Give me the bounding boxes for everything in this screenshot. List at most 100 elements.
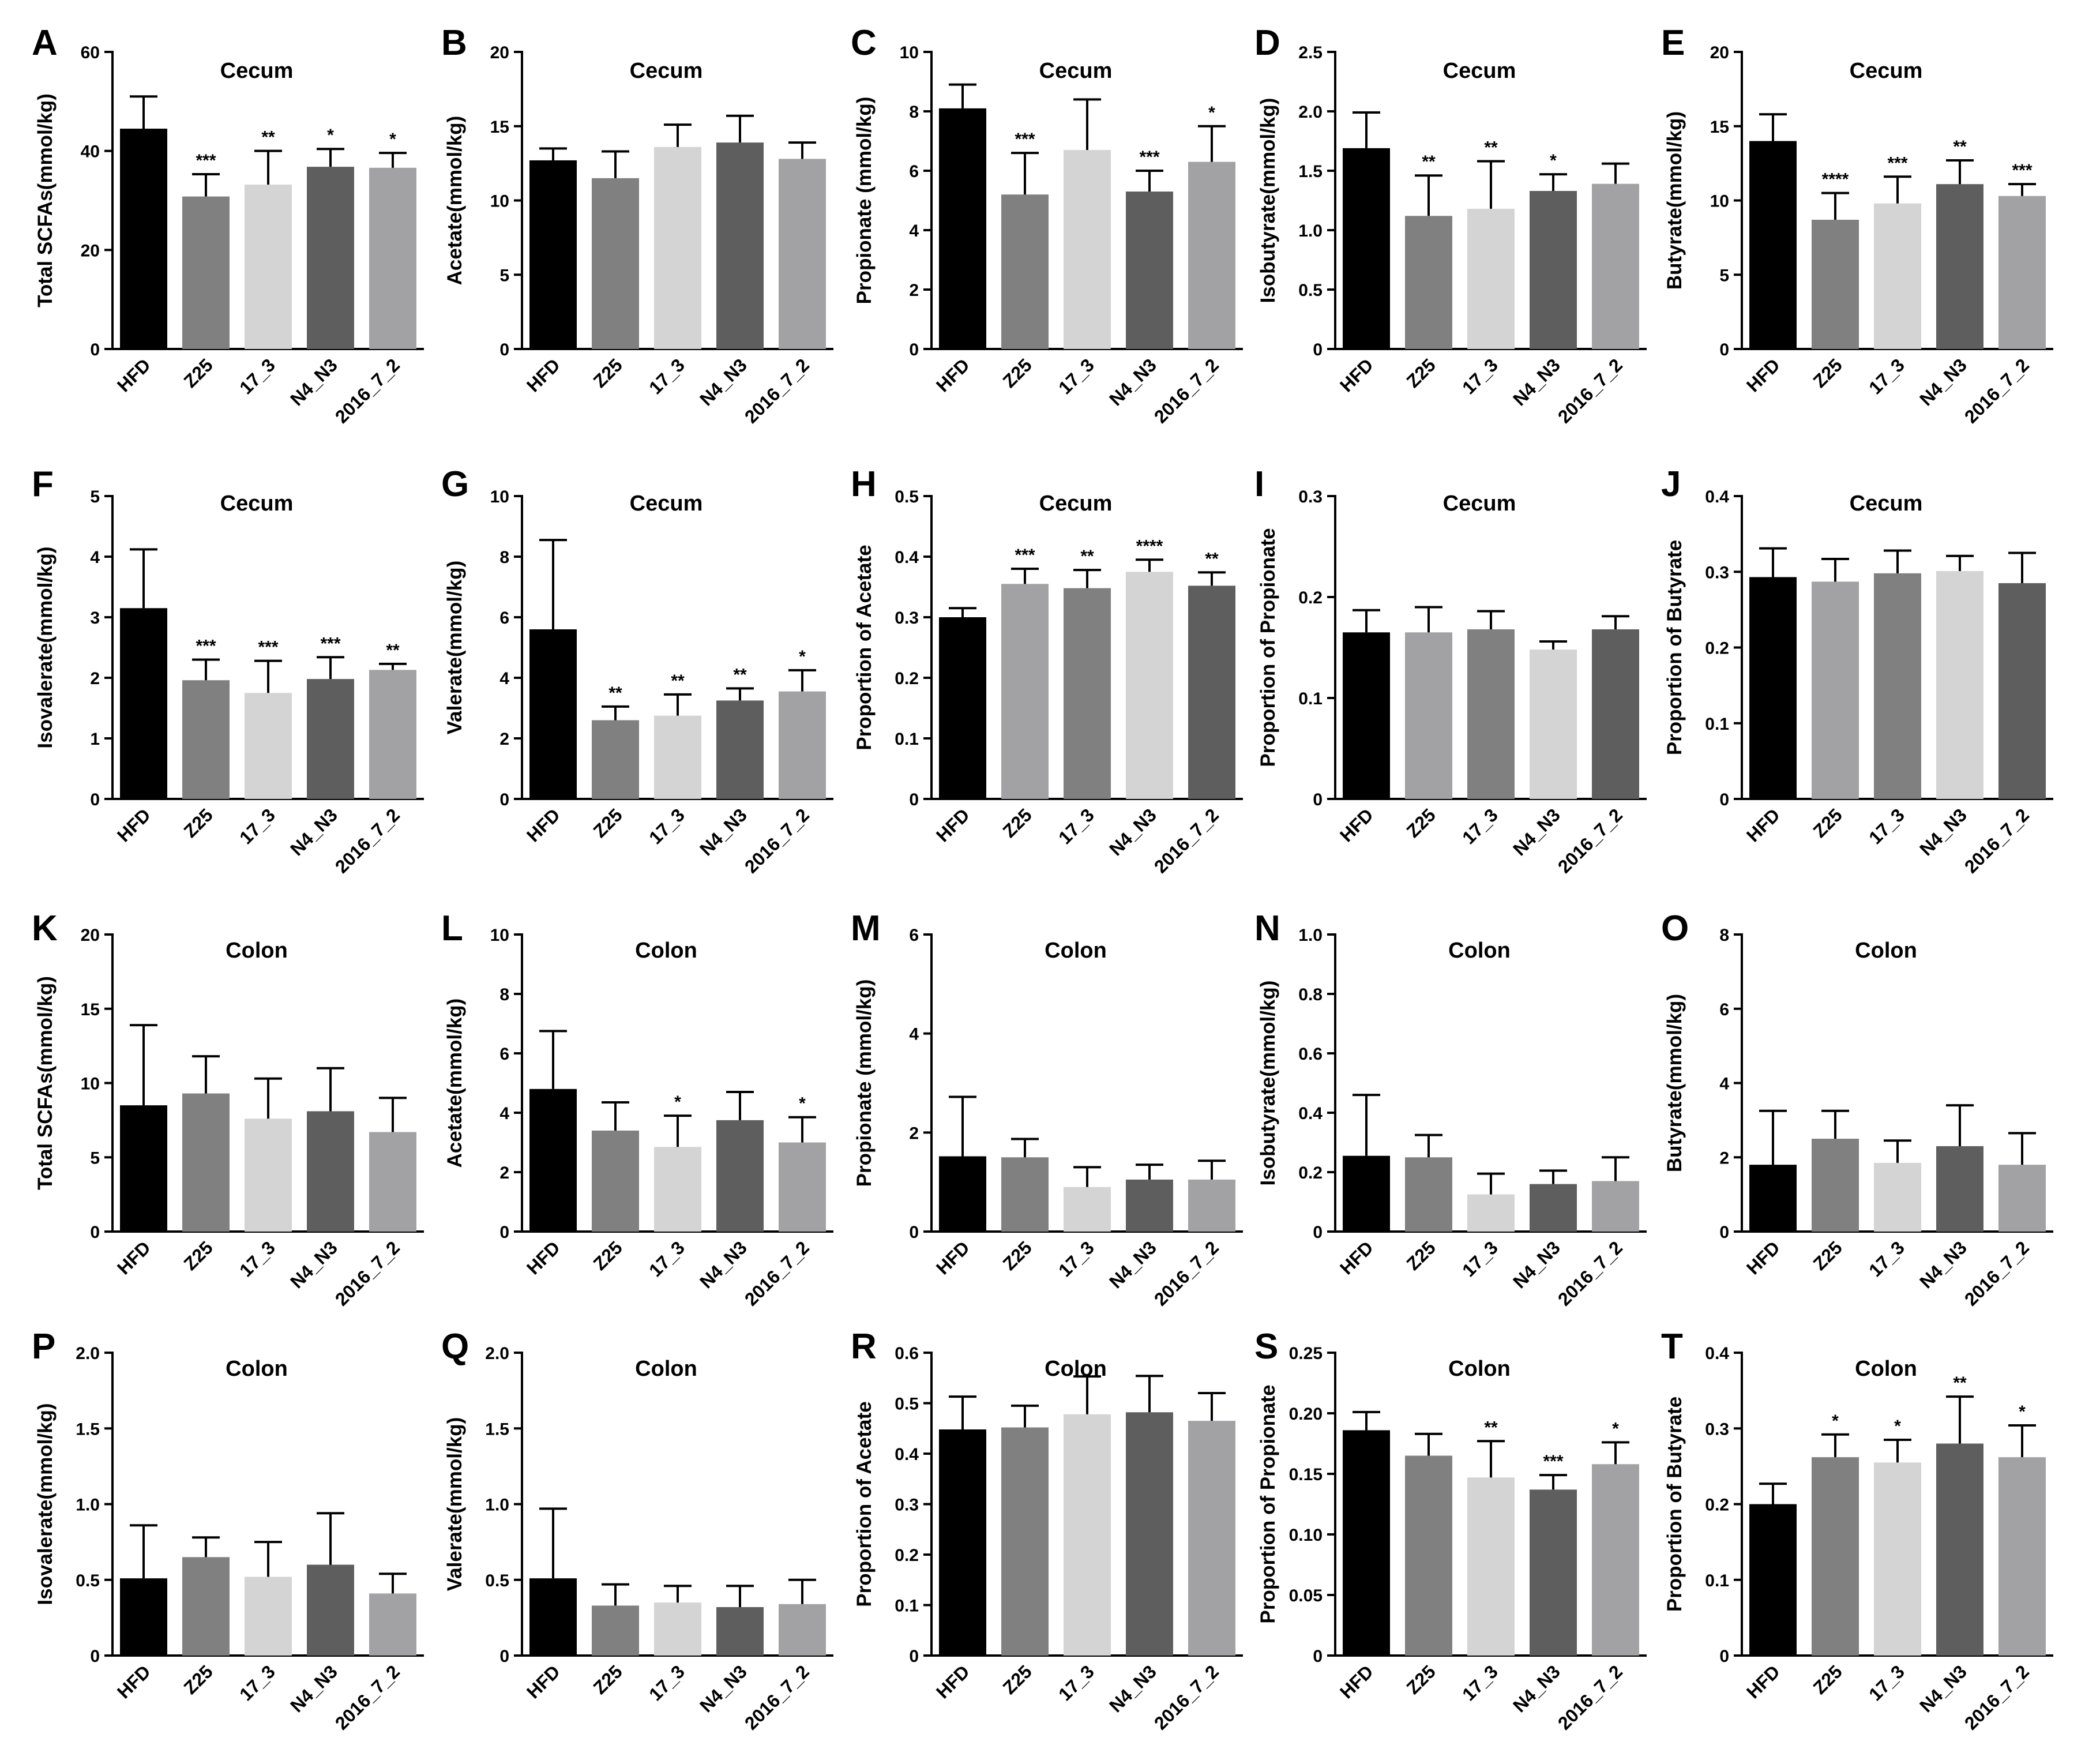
bar-n-0 bbox=[1343, 1155, 1390, 1232]
bar-o-0 bbox=[1749, 1165, 1797, 1232]
panel-m: M Colon 0 2 4 6 Propionate (mmol/kg) HFD Z25 17_3… bbox=[851, 909, 1243, 1310]
category-label-i-1: Z25 bbox=[1403, 804, 1440, 841]
y-tick-label-o-4: 8 bbox=[1719, 926, 1729, 945]
y-axis-label-c: Propionate (mmol/kg) bbox=[853, 97, 876, 305]
category-label-c-3: N4_N3 bbox=[1105, 354, 1160, 410]
y-tick-label-s-2: 0.10 bbox=[1289, 1526, 1323, 1545]
category-label-h-0: HFD bbox=[932, 804, 974, 846]
bar-e-1 bbox=[1812, 219, 1859, 349]
significance-h-1: *** bbox=[1015, 546, 1035, 565]
bar-j-1 bbox=[1812, 581, 1859, 799]
bar-s-3 bbox=[1530, 1489, 1577, 1656]
bar-s-1 bbox=[1405, 1455, 1452, 1656]
category-label-l-0: HFD bbox=[523, 1237, 564, 1278]
significance-c-4: * bbox=[1208, 103, 1215, 122]
panel-letter-b: B bbox=[441, 23, 467, 63]
panel-title-a: Cecum bbox=[220, 59, 294, 83]
bar-b-3 bbox=[716, 142, 764, 349]
significance-s-4: * bbox=[1612, 1419, 1619, 1438]
panel-letter-a: A bbox=[32, 23, 58, 63]
y-tick-label-i-3: 0.3 bbox=[1298, 487, 1323, 506]
bar-h-2 bbox=[1064, 588, 1111, 799]
bar-l-4 bbox=[779, 1142, 826, 1232]
panel-q: Q Colon 0 0.5 1.0 1.5 2.0 Valerate(mmol/kg) HFD Z… bbox=[441, 1327, 833, 1734]
y-tick-label-f-0: 0 bbox=[90, 790, 100, 809]
significance-l-2: * bbox=[674, 1093, 681, 1112]
y-tick-label-n-1: 0.2 bbox=[1298, 1164, 1323, 1183]
y-tick-label-c-2: 4 bbox=[909, 222, 919, 241]
y-tick-label-r-5: 0.5 bbox=[895, 1395, 919, 1414]
category-label-f-0: HFD bbox=[113, 804, 155, 846]
bar-d-1 bbox=[1405, 216, 1452, 349]
bar-f-1 bbox=[182, 680, 230, 799]
y-tick-label-n-2: 0.4 bbox=[1298, 1104, 1323, 1123]
bar-m-1 bbox=[1001, 1157, 1049, 1232]
y-tick-label-g-2: 4 bbox=[499, 669, 509, 688]
significance-e-1: **** bbox=[1822, 170, 1849, 189]
category-label-f-1: Z25 bbox=[180, 804, 217, 841]
category-label-e-2: 17_3 bbox=[1865, 354, 1909, 398]
y-tick-label-k-2: 10 bbox=[81, 1075, 100, 1094]
panel-d: D Cecum 0 0.5 1.0 1.5 2.0 2.5 Isobutyrate(mmol/k… bbox=[1254, 23, 1647, 427]
category-label-h-1: Z25 bbox=[999, 804, 1036, 841]
category-label-h-4: 2016_7_2 bbox=[1150, 804, 1223, 877]
bar-i-2 bbox=[1467, 629, 1515, 799]
panel-c: C Cecum 0 2 4 6 8 10 Propionate (mmol/kg) HFD *** Z… bbox=[851, 23, 1243, 427]
bar-k-0 bbox=[120, 1105, 167, 1232]
category-label-r-3: N4_N3 bbox=[1105, 1661, 1160, 1716]
bar-d-4 bbox=[1592, 183, 1639, 349]
category-label-a-0: HFD bbox=[113, 354, 155, 396]
y-tick-label-s-1: 0.05 bbox=[1289, 1586, 1323, 1605]
panel-letter-n: N bbox=[1254, 909, 1280, 948]
significance-d-2: ** bbox=[1484, 138, 1498, 157]
significance-g-2: ** bbox=[671, 671, 685, 690]
panel-title-o: Colon bbox=[1855, 939, 1917, 963]
category-label-q-2: 17_3 bbox=[645, 1661, 689, 1705]
y-tick-label-t-3: 0.3 bbox=[1705, 1420, 1729, 1439]
y-tick-label-f-2: 2 bbox=[90, 669, 100, 688]
significance-a-3: * bbox=[327, 126, 334, 145]
significance-e-4: *** bbox=[2012, 161, 2032, 180]
y-tick-label-e-1: 5 bbox=[1719, 266, 1729, 285]
bar-o-4 bbox=[1998, 1165, 2046, 1232]
y-tick-label-c-0: 0 bbox=[909, 340, 919, 359]
significance-f-1: *** bbox=[196, 637, 216, 656]
bar-r-3 bbox=[1126, 1412, 1173, 1656]
category-label-j-2: 17_3 bbox=[1865, 804, 1909, 848]
y-tick-label-b-1: 5 bbox=[499, 266, 509, 285]
category-label-t-4: 2016_7_2 bbox=[1960, 1661, 2033, 1733]
category-label-o-0: HFD bbox=[1742, 1237, 1784, 1278]
category-label-a-2: 17_3 bbox=[235, 354, 279, 398]
category-label-l-4: 2016_7_2 bbox=[741, 1237, 813, 1309]
y-axis-label-i: Proportion of Propionate bbox=[1257, 528, 1279, 767]
category-label-i-4: 2016_7_2 bbox=[1554, 804, 1626, 877]
category-label-e-0: HFD bbox=[1742, 354, 1784, 396]
bar-t-3 bbox=[1936, 1443, 1983, 1656]
category-label-r-0: HFD bbox=[932, 1661, 974, 1702]
panel-s: S Colon 0 0.05 0.10 0.15 0.20 0.25 Proportion of… bbox=[1254, 1327, 1647, 1734]
category-label-o-1: Z25 bbox=[1809, 1237, 1846, 1274]
significance-g-1: ** bbox=[608, 684, 622, 703]
panel-letter-l: L bbox=[441, 909, 463, 948]
category-label-n-4: 2016_7_2 bbox=[1554, 1237, 1626, 1309]
panel-title-d: Cecum bbox=[1443, 59, 1516, 83]
y-tick-label-p-1: 0.5 bbox=[76, 1571, 100, 1590]
y-axis-label-a: Total SCFAs(mmol/kg) bbox=[34, 93, 57, 307]
y-tick-label-g-3: 6 bbox=[499, 609, 509, 628]
bar-n-4 bbox=[1592, 1181, 1639, 1232]
y-tick-label-g-0: 0 bbox=[499, 790, 509, 809]
bar-r-2 bbox=[1064, 1414, 1111, 1656]
category-label-a-3: N4_N3 bbox=[286, 354, 341, 410]
bar-t-0 bbox=[1749, 1504, 1797, 1656]
category-label-j-4: 2016_7_2 bbox=[1960, 804, 2033, 877]
bar-j-4 bbox=[1998, 583, 2046, 799]
y-tick-label-o-0: 0 bbox=[1719, 1223, 1729, 1242]
y-tick-label-h-4: 0.4 bbox=[895, 548, 919, 567]
panel-letter-p: P bbox=[32, 1327, 55, 1367]
y-tick-label-e-0: 0 bbox=[1719, 340, 1729, 359]
panel-letter-h: H bbox=[851, 464, 877, 504]
category-label-o-4: 2016_7_2 bbox=[1960, 1237, 2033, 1309]
category-label-d-0: HFD bbox=[1336, 354, 1377, 396]
category-label-n-0: HFD bbox=[1336, 1237, 1377, 1278]
